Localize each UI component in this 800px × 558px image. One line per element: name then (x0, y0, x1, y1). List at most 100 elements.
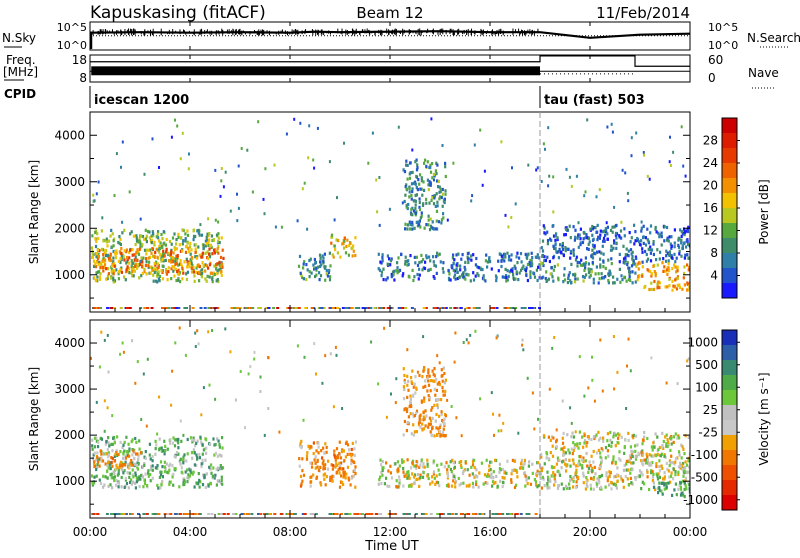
heatmap-cell (459, 264, 462, 268)
heatmap-cell (300, 439, 303, 443)
heatmap-cell (105, 237, 108, 241)
heatmap-cell (213, 264, 216, 268)
heatmap-cell (470, 199, 473, 203)
heatmap-cell (419, 216, 422, 220)
heatmap-cell (326, 274, 329, 278)
heatmap-cell (606, 479, 609, 483)
heatmap-cell (332, 464, 335, 468)
heatmap-cell (298, 254, 302, 258)
heatmap-cell (142, 372, 145, 376)
heatmap-cell (427, 476, 430, 481)
heatmap-cell (407, 415, 410, 419)
heatmap-cell (568, 175, 571, 179)
heatmap-cell (684, 253, 687, 257)
heatmap-cell (625, 407, 628, 410)
heatmap-cell (130, 513, 134, 515)
heatmap-cell (516, 251, 519, 255)
heatmap-cell (663, 239, 666, 243)
heatmap-cell (661, 492, 664, 496)
heatmap-cell (169, 438, 172, 442)
heatmap-cell (100, 261, 103, 265)
heatmap-cell (514, 307, 518, 309)
heatmap-cell (668, 463, 671, 468)
heatmap-cell (350, 447, 353, 452)
heatmap-cell (211, 277, 214, 281)
heatmap-cell (663, 471, 666, 475)
heatmap-cell (418, 484, 421, 488)
heatmap-cell (402, 385, 405, 389)
heatmap-cell (555, 462, 558, 466)
heatmap-cell (435, 378, 438, 382)
heatmap-cell (336, 196, 338, 200)
heatmap-cell (138, 247, 141, 251)
heatmap-cell (195, 441, 198, 445)
heatmap-cell (207, 217, 210, 221)
heatmap-cell (303, 513, 307, 515)
heatmap-cell (323, 477, 326, 481)
heatmap-cell (367, 161, 370, 165)
heatmap-cell (278, 430, 281, 434)
y-tick-label: 4000 (54, 128, 85, 142)
heatmap-cell (683, 256, 686, 260)
heatmap-cell (523, 458, 526, 462)
heatmap-cell (222, 185, 225, 189)
heatmap-cell (138, 276, 141, 280)
heatmap-cell (465, 307, 469, 309)
heatmap-cell (314, 455, 317, 459)
heatmap-cell (573, 443, 577, 447)
heatmap-cell (168, 468, 171, 472)
heatmap-cell (574, 471, 577, 475)
heatmap-cell (615, 246, 618, 250)
y-tick-label: 1000 (54, 474, 85, 488)
heatmap-cell (398, 464, 401, 468)
heatmap-cell (128, 250, 131, 255)
heatmap-cell (158, 166, 160, 169)
colorbar-tick-label: -100 (691, 448, 718, 462)
heatmap-cell (432, 379, 435, 383)
heatmap-cell (501, 275, 504, 279)
heatmap-cell (338, 451, 341, 456)
heatmap-cell (324, 483, 327, 487)
heatmap-cell (596, 477, 599, 481)
heatmap-cell (528, 460, 531, 464)
heatmap-cell (587, 465, 590, 469)
heatmap-cell (166, 513, 170, 515)
heatmap-cell (422, 180, 425, 184)
heatmap-cell (153, 267, 156, 271)
heatmap-cell (325, 450, 328, 454)
heatmap-cell (610, 257, 613, 261)
heatmap-cell (537, 417, 539, 421)
heatmap-cell (307, 156, 310, 160)
heatmap-cell (128, 454, 131, 458)
heatmap-cell (200, 413, 203, 417)
heatmap-cell (386, 254, 389, 258)
heatmap-cell (579, 243, 582, 247)
heatmap-cell (112, 280, 115, 284)
heatmap-cell (656, 452, 659, 457)
heatmap-cell (582, 279, 585, 283)
heatmap-cell (625, 279, 628, 283)
heatmap-cell (192, 229, 195, 233)
heatmap-cell (382, 466, 385, 470)
heatmap-cell (643, 153, 645, 157)
heatmap-cell (677, 236, 680, 240)
heatmap-cell (510, 253, 513, 257)
heatmap-cell (442, 366, 445, 370)
heatmap-cell (475, 256, 478, 261)
heatmap-cell (130, 458, 133, 463)
heatmap-cell (408, 195, 411, 199)
heatmap-cell (671, 461, 674, 465)
heatmap-cell (576, 260, 579, 264)
heatmap-cell (575, 475, 579, 479)
heatmap-cell (648, 177, 651, 181)
heatmap-cell (607, 443, 611, 447)
heatmap-cell (646, 470, 649, 474)
heatmap-cell (196, 456, 199, 460)
heatmap-cell (160, 269, 163, 273)
heatmap-cell (477, 266, 480, 270)
heatmap-cell (212, 238, 215, 242)
heatmap-cell (418, 182, 421, 186)
heatmap-cell (666, 225, 669, 230)
heatmap-cell (599, 257, 602, 261)
heatmap-cell (641, 265, 644, 269)
